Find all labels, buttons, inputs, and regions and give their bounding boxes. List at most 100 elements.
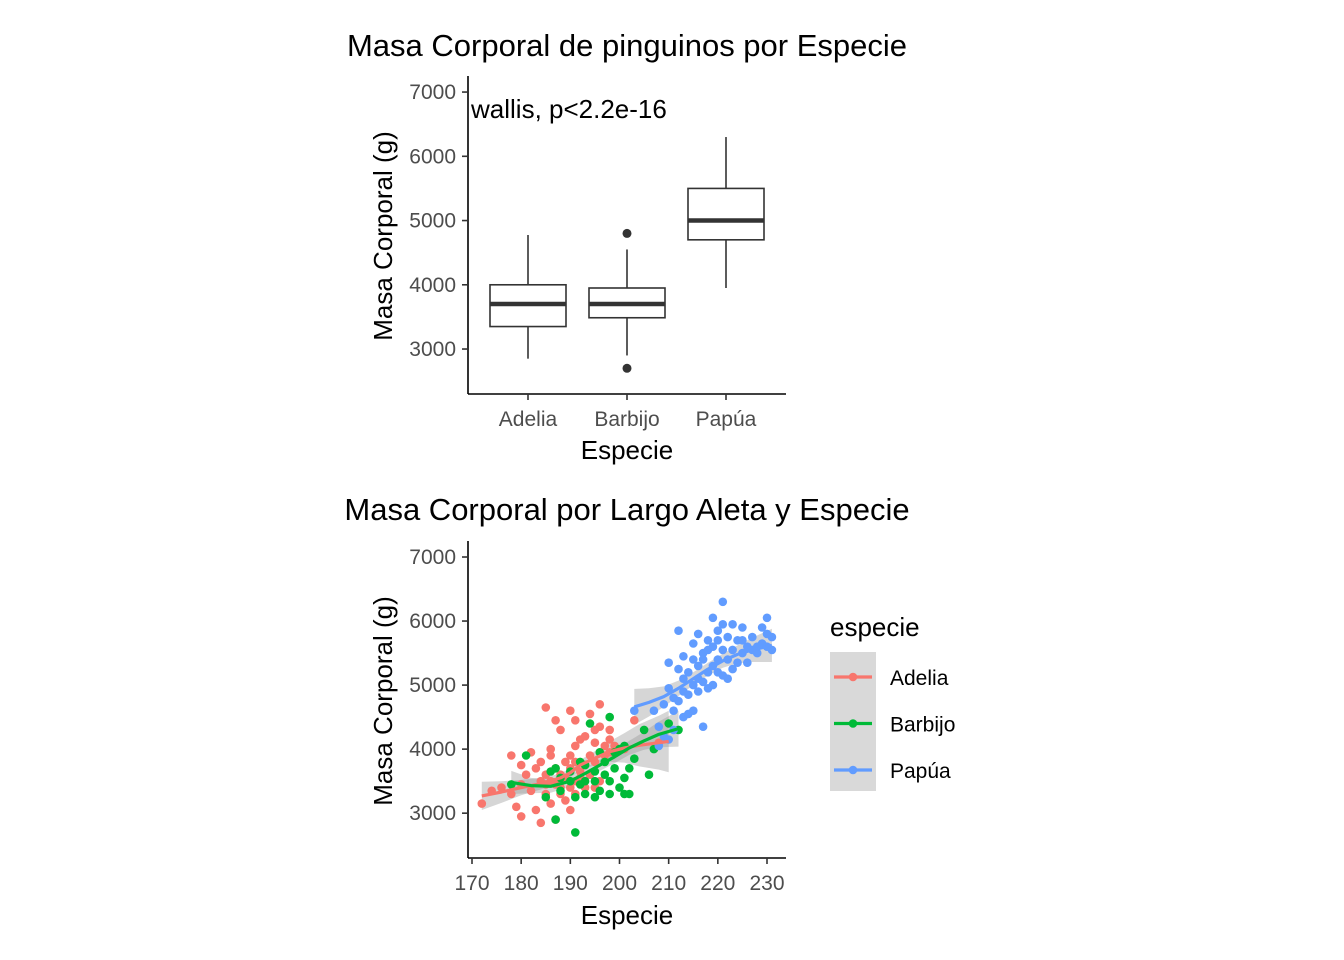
point-barbijo — [585, 719, 595, 728]
point-papúa — [684, 690, 693, 699]
point-barbijo — [580, 776, 590, 786]
scatter-title: Masa Corporal por Largo Aleta y Especie — [344, 492, 909, 527]
point-papúa — [689, 655, 698, 664]
scatter-y-ticks: 3000 4000 5000 6000 7000 — [409, 546, 468, 825]
point-papúa — [664, 684, 673, 693]
point-papúa — [743, 658, 752, 667]
scatter-xlabel: Especie — [581, 900, 674, 930]
point-papúa — [718, 597, 728, 607]
point-papúa — [748, 632, 757, 642]
point-barbijo — [610, 764, 619, 773]
y-tick-label: 7000 — [409, 546, 456, 569]
point-papúa — [654, 722, 664, 731]
point-adelia — [561, 757, 570, 767]
point-papúa — [679, 674, 688, 683]
legend-item-papúa: Papúa — [834, 760, 951, 783]
point-papúa — [679, 652, 688, 661]
point-papúa — [674, 626, 683, 635]
x-tick-label: Barbijo — [594, 408, 659, 431]
legend: especie Adelia Barbijo Papúa — [830, 612, 955, 791]
scatter-panel: Masa Corporal por Largo Aleta y Especie … — [344, 492, 955, 930]
point-adelia — [536, 818, 546, 828]
point-adelia — [605, 725, 614, 735]
point-papúa — [713, 626, 723, 635]
point-barbijo — [521, 751, 531, 760]
point-barbijo — [580, 789, 590, 799]
point-papúa — [728, 620, 737, 629]
point-papúa — [693, 661, 703, 671]
point-papúa — [738, 623, 747, 632]
point-adelia — [531, 805, 541, 815]
y-tick-label: 3000 — [409, 338, 456, 361]
point-adelia — [571, 741, 580, 751]
x-tick-label: 210 — [651, 872, 686, 895]
boxplot-boxes — [489, 137, 765, 373]
point-papúa — [693, 687, 703, 696]
point-barbijo — [625, 764, 634, 773]
point-adelia — [541, 703, 551, 712]
point-adelia — [516, 760, 526, 770]
point-adelia — [516, 812, 526, 821]
point-adelia — [590, 738, 600, 747]
y-tick-label: 4000 — [409, 274, 456, 297]
point-papúa — [713, 636, 723, 645]
point-papúa — [723, 632, 732, 642]
point-adelia — [566, 751, 575, 760]
boxplot-y-ticks: 3000 4000 5000 6000 7000 — [409, 81, 468, 361]
y-tick-label: 5000 — [409, 210, 456, 233]
point-barbijo — [625, 789, 634, 799]
x-tick-label: 230 — [749, 872, 784, 895]
point-adelia — [566, 783, 575, 792]
point-adelia — [630, 716, 639, 725]
point-papúa — [728, 664, 737, 674]
point-papúa — [718, 620, 728, 629]
x-tick-label: Papúa — [696, 408, 757, 431]
point-barbijo — [571, 792, 580, 802]
point-adelia — [556, 725, 565, 735]
outlier-point — [622, 228, 632, 238]
point-barbijo — [630, 754, 639, 763]
point-barbijo — [644, 770, 654, 779]
scatter-points — [477, 597, 777, 837]
boxplot-xlabel: Especie — [581, 435, 674, 465]
point-papúa — [752, 648, 762, 658]
legend-key-point — [848, 672, 858, 682]
box-papúa — [687, 137, 765, 288]
point-papúa — [728, 645, 737, 655]
point-papúa — [669, 706, 678, 715]
box-iqr — [687, 187, 765, 241]
point-adelia — [551, 716, 560, 725]
point-papúa — [689, 639, 698, 648]
point-papúa — [708, 613, 718, 623]
point-papúa — [703, 636, 713, 645]
x-tick-label: 220 — [700, 872, 735, 895]
point-adelia — [497, 783, 506, 792]
point-papúa — [649, 706, 659, 715]
smooth-lines — [481, 643, 773, 798]
point-adelia — [585, 709, 595, 719]
point-papúa — [698, 655, 708, 664]
smooth-line-adelia — [481, 739, 669, 798]
boxplot-x-ticks: Adelia Barbijo Papúa — [499, 394, 757, 431]
x-tick-label: 200 — [602, 872, 637, 895]
point-barbijo — [595, 786, 605, 796]
point-papúa — [698, 677, 708, 687]
point-barbijo — [615, 783, 624, 792]
point-papúa — [767, 645, 777, 655]
legend-items: Adelia Barbijo Papúa — [830, 652, 955, 791]
legend-label: Barbijo — [890, 714, 955, 737]
y-tick-label: 7000 — [409, 81, 456, 104]
point-papúa — [674, 696, 683, 706]
point-barbijo — [541, 792, 551, 802]
point-barbijo — [590, 776, 600, 786]
point-adelia — [477, 799, 487, 808]
ribbon-papúa — [634, 628, 772, 725]
point-adelia — [566, 706, 575, 715]
point-barbijo — [600, 770, 610, 779]
y-tick-label: 5000 — [409, 674, 456, 697]
point-adelia — [595, 700, 605, 709]
box-adelia — [489, 235, 567, 359]
scatter-ylabel: Masa Corporal (g) — [368, 596, 398, 806]
point-papúa — [718, 645, 728, 655]
